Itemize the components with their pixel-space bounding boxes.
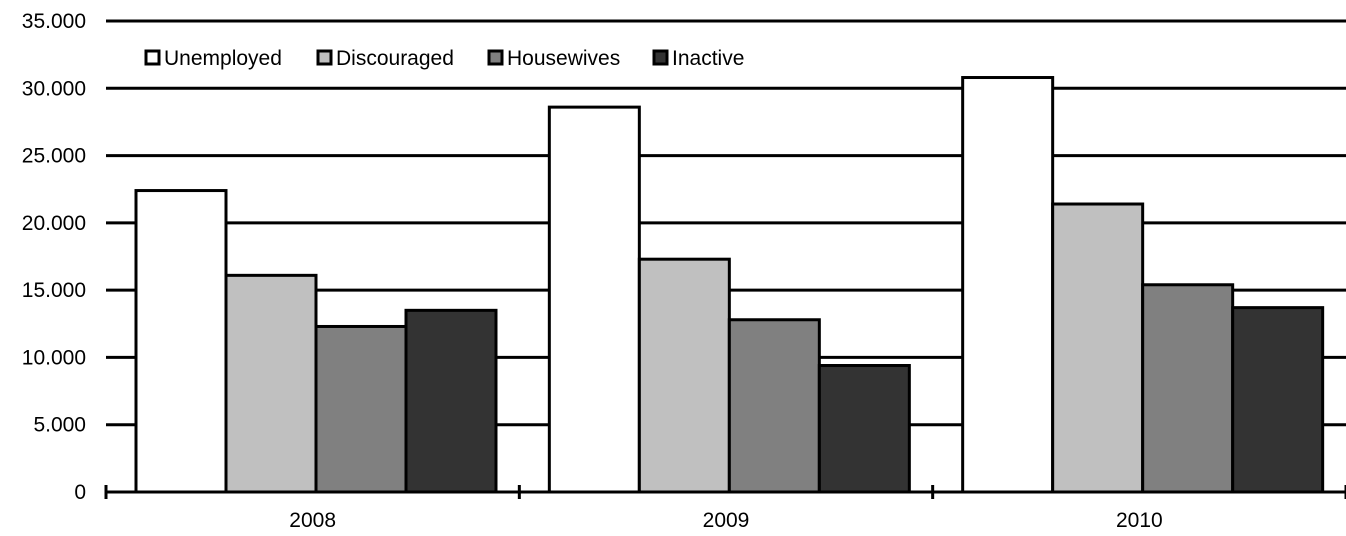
- y-tick-label: 30.000: [22, 77, 86, 100]
- legend-label: Unemployed: [164, 47, 282, 70]
- x-axis-category-labels: 2008 2009 2010: [289, 509, 1162, 532]
- y-tick-label: 5.000: [33, 414, 86, 437]
- x-tick-label: 2010: [1116, 509, 1163, 532]
- legend-item-unemployed: Unemployed: [144, 47, 282, 70]
- bar-inactive-2008: [404, 308, 498, 494]
- legend-item-discouraged: Discouraged: [316, 47, 454, 70]
- bar-housewives-2010: [1141, 283, 1235, 494]
- bar-unemployed-2010: [961, 76, 1055, 494]
- legend-label: Housewives: [507, 47, 620, 70]
- y-tick-label: 20.000: [22, 212, 86, 235]
- bar-inactive-2009: [817, 364, 911, 494]
- bar-housewives-2008: [314, 324, 408, 494]
- bar-housewives-2009: [727, 318, 821, 494]
- legend-swatch: [487, 49, 504, 66]
- y-tick-label: 25.000: [22, 145, 86, 168]
- y-tick-label: 35.000: [22, 10, 86, 33]
- bars: [134, 76, 1325, 494]
- y-axis-tick-labels: 0 5.000 10.000 15.000 20.000 25.000 30.000 35.0…: [22, 10, 86, 504]
- legend-label: Inactive: [672, 47, 744, 70]
- bar-unemployed-2008: [134, 189, 228, 494]
- bar-discouraged-2008: [224, 273, 318, 494]
- y-tick-label: 15.000: [22, 279, 86, 302]
- legend: Unemployed Discouraged Housewives Inactive: [144, 47, 744, 70]
- bar-discouraged-2009: [637, 257, 731, 494]
- legend-swatch: [316, 49, 333, 66]
- y-tick-label: 0: [74, 481, 86, 504]
- legend-item-housewives: Housewives: [487, 47, 620, 70]
- legend-item-inactive: Inactive: [652, 47, 744, 70]
- x-tick-label: 2009: [703, 509, 750, 532]
- legend-label: Discouraged: [336, 47, 454, 70]
- y-tick-label: 10.000: [22, 346, 86, 369]
- x-tick-label: 2008: [289, 509, 336, 532]
- bar-unemployed-2009: [547, 105, 641, 494]
- bar-discouraged-2010: [1051, 202, 1145, 494]
- bar-inactive-2010: [1231, 306, 1325, 494]
- x-axis: [104, 485, 1346, 499]
- legend-swatch: [652, 49, 669, 66]
- legend-swatch: [144, 49, 161, 66]
